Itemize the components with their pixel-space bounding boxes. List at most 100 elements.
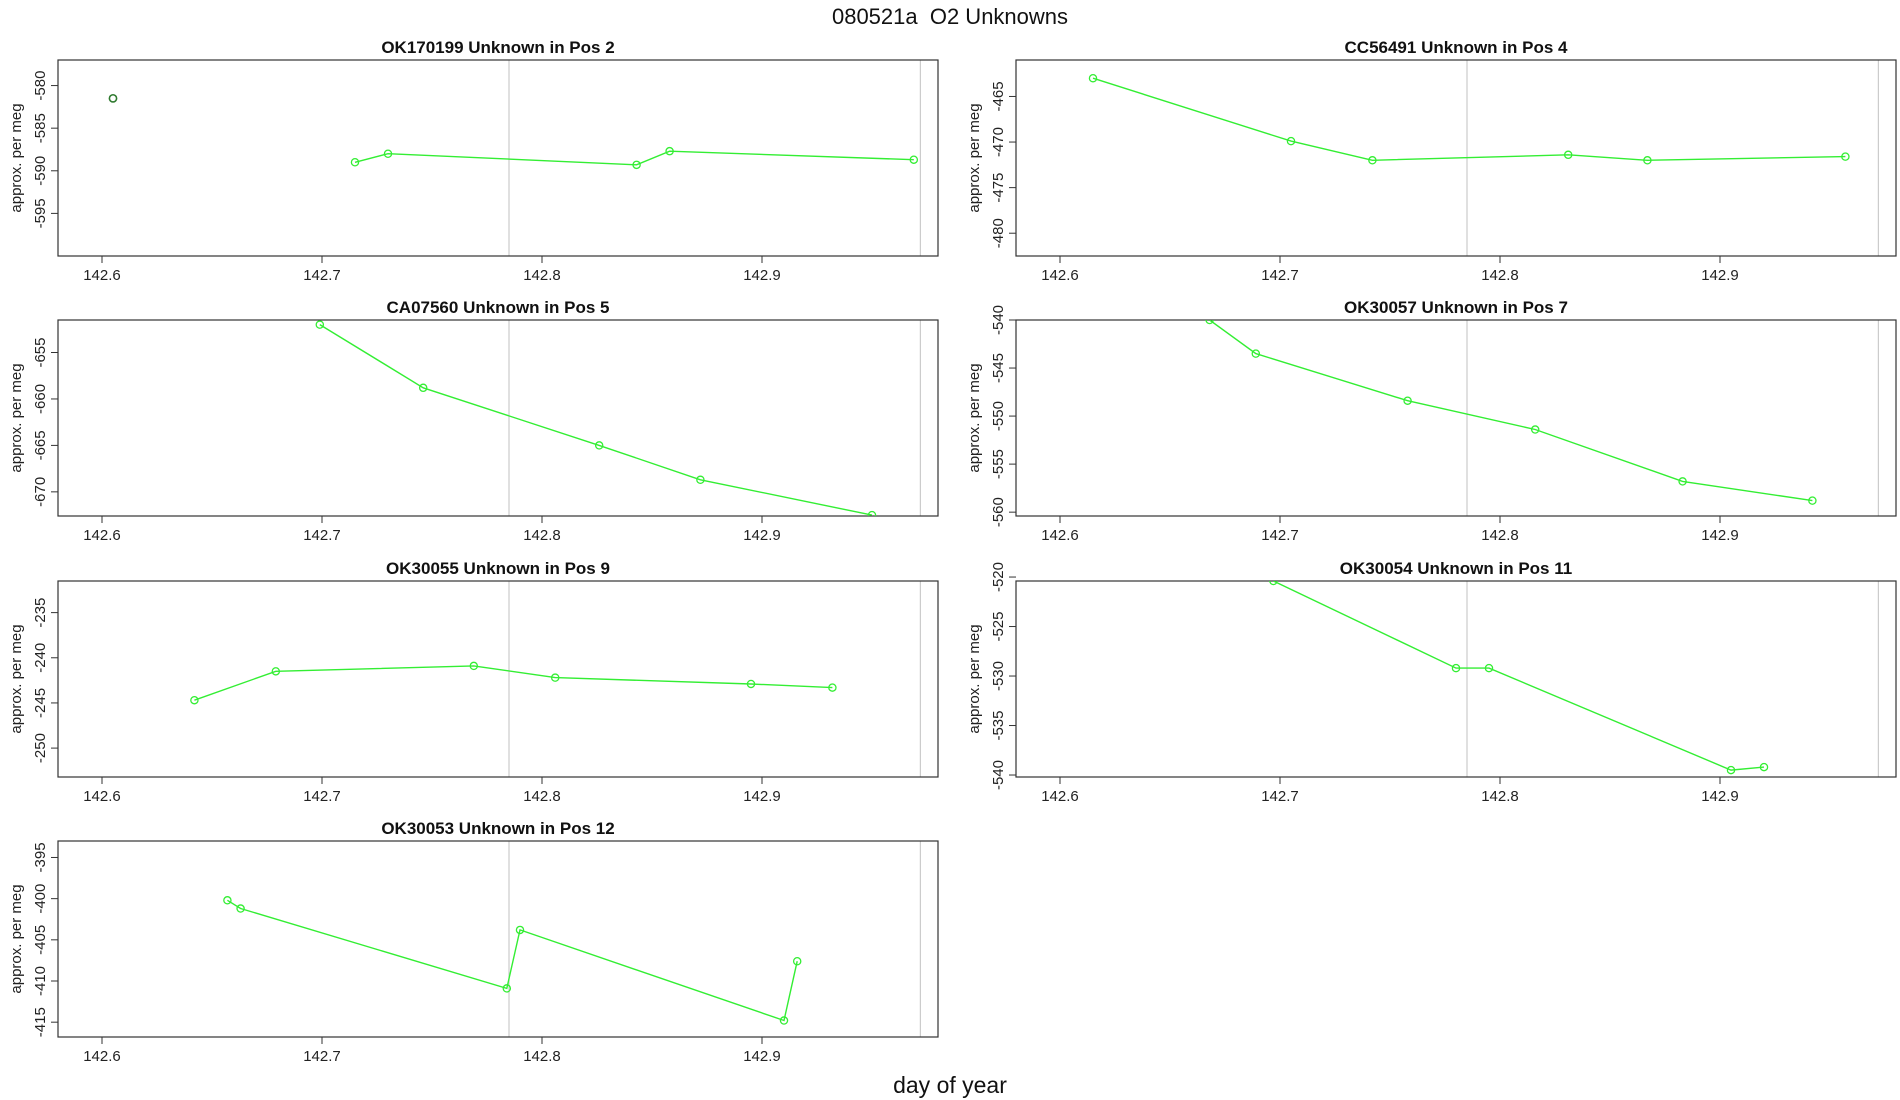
y-tick-label: -660 bbox=[32, 384, 49, 414]
plot-frame bbox=[1015, 319, 1897, 517]
data-layer bbox=[1269, 581, 1769, 775]
y-tick-label: -540 bbox=[990, 305, 1007, 335]
series-line bbox=[1273, 581, 1765, 771]
panel-6: OK30054 Unknown in Pos 11 142.6 142.7 142.8… bbox=[966, 559, 1897, 805]
panel-title: OK170199 Unknown in Pos 2 bbox=[381, 38, 614, 57]
x-tick-label: 142.6 bbox=[1041, 527, 1079, 544]
data-layer bbox=[1088, 73, 1850, 165]
data-layer bbox=[1205, 320, 1817, 505]
data-point bbox=[1269, 581, 1278, 586]
data-point bbox=[594, 441, 604, 450]
x-tick-label: 142.9 bbox=[743, 527, 781, 544]
y-axis-label: approx. per meg bbox=[8, 103, 25, 212]
data-point bbox=[1403, 396, 1412, 405]
data-point bbox=[867, 510, 877, 516]
panel-title: CA07560 Unknown in Pos 5 bbox=[387, 298, 610, 317]
y-tick-label: -415 bbox=[32, 1007, 49, 1037]
series-line bbox=[319, 324, 873, 516]
data-point bbox=[236, 904, 245, 913]
x-tick-label: 142.6 bbox=[83, 267, 121, 284]
data-layer bbox=[190, 661, 837, 705]
x-tick-label: 142.6 bbox=[1041, 788, 1079, 805]
panel-5: OK30055 Unknown in Pos 9 142.6 142.7 142.8 1… bbox=[8, 559, 939, 805]
y-tick-label: -240 bbox=[32, 643, 49, 673]
y-tick-label: -655 bbox=[32, 337, 49, 367]
data-point bbox=[1678, 477, 1687, 486]
x-tick-label: 142.7 bbox=[303, 527, 341, 544]
y-tick-label: -555 bbox=[990, 449, 1007, 479]
y-tick-label: -520 bbox=[990, 562, 1007, 592]
x-tick-label: 142.8 bbox=[523, 1048, 561, 1065]
data-point bbox=[696, 475, 705, 485]
x-axis-title: day of year bbox=[893, 1072, 1007, 1098]
panel-title: OK30054 Unknown in Pos 11 bbox=[1340, 559, 1572, 578]
x-tick-label: 142.7 bbox=[303, 267, 341, 284]
x-tick-label: 142.8 bbox=[523, 788, 561, 805]
data-point bbox=[469, 661, 479, 671]
x-tick-label: 142.8 bbox=[523, 267, 561, 284]
panel-2: CC56491 Unknown in Pos 4 142.6 142.7 142.8 1… bbox=[966, 38, 1897, 284]
panel-7: OK30053 Unknown in Pos 12 142.6 142.7 142.8… bbox=[8, 819, 939, 1065]
data-point bbox=[502, 984, 512, 993]
data-point bbox=[746, 679, 756, 689]
y-tick-label: -550 bbox=[990, 401, 1007, 431]
x-tick-label: 142.7 bbox=[1261, 788, 1299, 805]
data-point bbox=[665, 146, 674, 156]
x-tick-label: 142.9 bbox=[1701, 267, 1739, 284]
y-tick-label: -535 bbox=[990, 711, 1007, 741]
data-point bbox=[1643, 156, 1652, 165]
data-point bbox=[1759, 762, 1769, 772]
y-tick-label: -400 bbox=[32, 884, 49, 914]
x-tick-label: 142.7 bbox=[1261, 267, 1299, 284]
x-tick-label: 142.9 bbox=[1701, 527, 1739, 544]
y-axis-label: approx. per meg bbox=[8, 363, 25, 472]
plot-frame bbox=[57, 840, 939, 1038]
panel-title: OK30055 Unknown in Pos 9 bbox=[386, 559, 610, 578]
figure-title: 080521a O2 Unknowns bbox=[831, 4, 1069, 29]
data-point bbox=[1205, 320, 1214, 325]
data-point bbox=[1368, 156, 1377, 165]
y-tick-label: -585 bbox=[32, 113, 49, 143]
data-point bbox=[1251, 349, 1261, 358]
panel-1: OK170199 Unknown in Pos 2 142.6 142.7 142.8… bbox=[8, 38, 939, 284]
data-point bbox=[1726, 765, 1736, 775]
y-tick-label: -545 bbox=[990, 353, 1007, 383]
y-tick-label: -475 bbox=[990, 173, 1007, 203]
outlier-point bbox=[108, 93, 118, 103]
y-tick-label: -405 bbox=[32, 925, 49, 955]
series-line bbox=[194, 665, 833, 701]
data-point bbox=[1451, 663, 1461, 673]
data-point bbox=[909, 155, 919, 164]
plot-frame bbox=[1015, 580, 1897, 778]
data-point bbox=[828, 683, 837, 692]
y-tick-label: -540 bbox=[990, 760, 1007, 790]
y-tick-label: -250 bbox=[32, 733, 49, 763]
y-tick-label: -665 bbox=[32, 430, 49, 460]
data-point bbox=[1530, 425, 1540, 434]
plot-frame bbox=[57, 319, 939, 517]
y-axis-label: approx. per meg bbox=[966, 363, 983, 472]
y-tick-label: -235 bbox=[32, 598, 49, 628]
data-point bbox=[271, 667, 281, 676]
panel-4: OK30057 Unknown in Pos 7 142.6 142.7 142.8 1… bbox=[966, 298, 1897, 544]
y-tick-label: -580 bbox=[32, 71, 49, 101]
data-layer bbox=[108, 93, 919, 170]
x-tick-label: 142.7 bbox=[1261, 527, 1299, 544]
series-line bbox=[1209, 320, 1813, 502]
x-tick-label: 142.9 bbox=[743, 788, 781, 805]
y-tick-label: -465 bbox=[990, 81, 1007, 111]
x-tick-label: 142.9 bbox=[743, 1048, 781, 1065]
y-tick-label: -395 bbox=[32, 842, 49, 872]
y-axis-label: approx. per meg bbox=[966, 624, 983, 733]
x-tick-label: 142.7 bbox=[303, 1048, 341, 1065]
data-point bbox=[1808, 496, 1817, 505]
data-layer bbox=[223, 896, 802, 1025]
x-tick-label: 142.6 bbox=[1041, 267, 1079, 284]
data-point bbox=[1286, 136, 1296, 146]
panel-title: OK30053 Unknown in Pos 12 bbox=[381, 819, 614, 838]
y-tick-label: -410 bbox=[32, 966, 49, 996]
data-point bbox=[779, 1016, 789, 1025]
x-tick-label: 142.7 bbox=[303, 788, 341, 805]
y-tick-label: -670 bbox=[32, 477, 49, 507]
